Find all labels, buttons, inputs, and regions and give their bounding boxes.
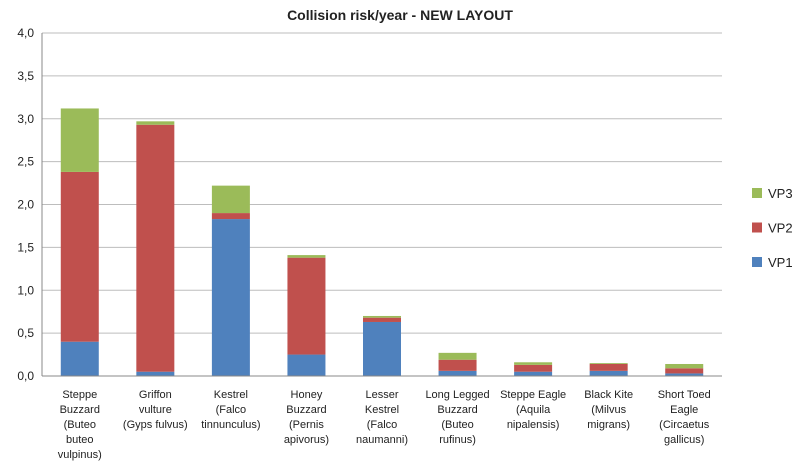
x-tick-label-line: (Gyps fulvus) [123,419,188,431]
x-tick-label-line: rufinus) [439,434,476,446]
x-tick-label-line: (Circaetus [659,419,710,431]
bar-segment [363,317,401,322]
legend-swatch [752,188,762,198]
x-tick-label-line: gallicus) [664,434,704,446]
bar-segment [514,362,553,365]
bar-segment [665,363,704,369]
bar-segment [438,359,477,371]
x-tick-label: Honey Buzzard (Pernis apivorus) [284,389,329,446]
x-tick-label-line: Eagle [670,404,698,416]
x-tick-label: Lesser Kestrel (Falco naumanni) [356,389,408,446]
x-tick-label-line: naumanni) [356,434,408,446]
y-tick-label: 1,5 [17,240,34,254]
x-tick-label: Kestrel (Falco tinnunculus) [201,389,260,431]
legend-label: VP2 [768,221,793,236]
bar-segment [514,364,553,372]
x-tick-label-line: Honey [291,389,323,401]
x-tick-label-line: Kestrel [365,404,399,416]
bar-segment [136,124,175,372]
bar-segment [211,213,250,220]
x-tick-label: Steppe Buzzard (Buteo buteo vulpinus) [58,389,102,461]
y-tick-label: 3,5 [17,69,34,83]
bar-segment [287,257,326,355]
bar-segment [665,373,704,376]
y-tick-label: 3,0 [17,112,34,126]
legend-swatch [752,222,762,233]
x-tick-label-line: (Aquila [516,404,551,416]
x-tick-label-line: (Falco [367,419,398,431]
x-tick-label: Short Toed Eagle (Circaetus gallicus) [658,389,711,446]
y-tick-label: 0,5 [17,326,34,340]
x-tick-label-line: tinnunculus) [201,419,260,431]
x-tick-label-line: Short Toed [658,389,711,401]
bar-segment [589,370,628,376]
legend-label: VP3 [768,186,793,201]
x-tick-label-line: Steppe Eagle [500,389,566,401]
x-tick-label-line: Lesser [365,389,398,401]
x-tick-label-line: Steppe [62,389,97,401]
bar-segment [438,352,477,360]
x-tick-label-line: (Falco [216,404,247,416]
bar-segment [363,321,401,376]
x-tick-label-line: Kestrel [214,389,248,401]
y-tick-label: 1,0 [17,283,34,297]
x-tick-label-line: Long Legged [425,389,489,401]
x-tick-label-line: (Pernis [289,419,324,431]
legend-label: VP1 [768,255,793,270]
x-tick-label-line: (Milvus [591,404,626,416]
bar-segment [589,363,628,364]
legend-swatch [752,257,762,267]
x-tick-label: Long Legged Buzzard (Buteo rufinus) [425,389,489,446]
bar-segment [60,341,99,376]
x-tick-label-line: buteo [66,434,94,446]
bar-segment [60,108,99,172]
x-tick-label-line: apivorus) [284,434,329,446]
x-tick-label: Steppe Eagle (Aquila nipalensis) [500,389,566,431]
x-tick-label-line: Buzzard [286,404,326,416]
x-tick-label-line: (Buteo [441,419,473,431]
x-tick-label-line: nipalensis) [507,419,560,431]
x-tick-label-line: vulture [139,404,172,416]
bar-segment [287,354,326,376]
y-tick-label: 2,5 [17,155,34,169]
bar-segment [287,255,326,258]
bar-segment [514,371,553,376]
bar-segment [136,121,175,125]
bar-segment [665,368,704,374]
bar-segment [363,315,401,318]
bar-segment [211,185,250,214]
x-tick-label: Griffon vulture (Gyps fulvus) [123,389,188,431]
x-tick-label: Black Kite (Milvus migrans) [584,389,633,431]
y-tick-label: 4,0 [17,26,34,40]
x-tick-label-line: migrans) [587,419,630,431]
y-tick-label: 2,0 [17,198,34,212]
bar-segment [211,219,250,376]
y-tick-label: 0,0 [17,369,34,383]
chart-title: Collision risk/year - NEW LAYOUT [287,7,513,23]
x-tick-label-line: (Buteo [64,419,96,431]
x-tick-label-line: Griffon [139,389,172,401]
bar-segment [589,363,628,371]
x-tick-label-line: Black Kite [584,389,633,401]
x-tick-label-line: vulpinus) [58,449,102,461]
bar-segment [60,171,99,342]
x-tick-label-line: Buzzard [437,404,477,416]
bar-segment [136,371,175,376]
x-tick-label-line: Buzzard [60,404,100,416]
bar-segment [438,370,477,376]
